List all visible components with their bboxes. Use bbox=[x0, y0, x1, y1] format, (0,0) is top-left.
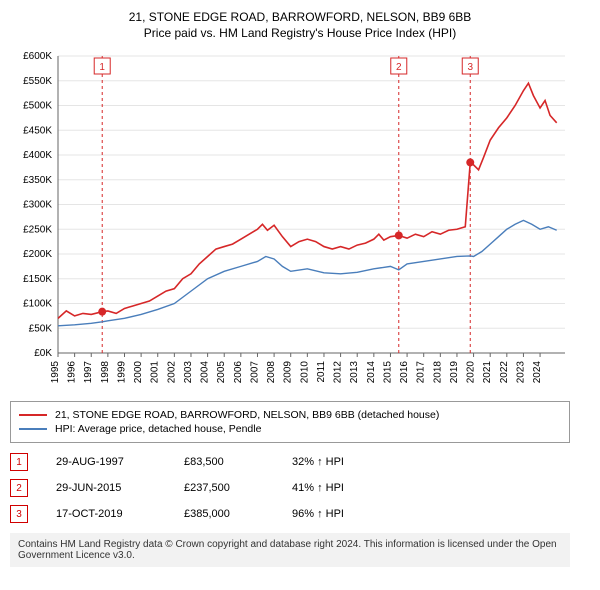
legend-swatch bbox=[19, 414, 47, 416]
sales-table: 1 29-AUG-1997 £83,500 32% ↑ HPI 2 29-JUN-2015… bbox=[10, 449, 590, 527]
svg-text:£0K: £0K bbox=[34, 348, 52, 359]
sale-date: 29-JUN-2015 bbox=[56, 482, 156, 494]
legend-item: 21, STONE EDGE ROAD, BARROWFORD, NELSON,… bbox=[19, 408, 561, 422]
svg-text:2015: 2015 bbox=[382, 361, 393, 384]
svg-text:2017: 2017 bbox=[416, 361, 427, 384]
svg-text:£350K: £350K bbox=[23, 175, 52, 186]
svg-text:1999: 1999 bbox=[116, 361, 127, 384]
sale-row: 1 29-AUG-1997 £83,500 32% ↑ HPI bbox=[10, 449, 590, 475]
svg-text:2012: 2012 bbox=[333, 361, 344, 384]
legend-item: HPI: Average price, detached house, Pend… bbox=[19, 422, 561, 436]
svg-text:2005: 2005 bbox=[216, 361, 227, 384]
price-chart: £0K £50K £100K £150K £200K £250K £300K £350K £40… bbox=[10, 48, 590, 393]
svg-text:2013: 2013 bbox=[349, 361, 360, 384]
svg-text:2008: 2008 bbox=[266, 361, 277, 384]
sale-badge: 1 bbox=[10, 453, 28, 471]
series-hpi bbox=[58, 220, 557, 325]
legend-swatch bbox=[19, 428, 47, 430]
sale-date: 17-OCT-2019 bbox=[56, 508, 156, 520]
svg-text:1995: 1995 bbox=[50, 361, 61, 384]
svg-text:2022: 2022 bbox=[499, 361, 510, 384]
sale-delta: 32% ↑ HPI bbox=[292, 456, 344, 468]
svg-text:2024: 2024 bbox=[532, 361, 543, 384]
svg-text:2000: 2000 bbox=[133, 361, 144, 384]
svg-text:£450K: £450K bbox=[23, 125, 52, 136]
svg-text:£150K: £150K bbox=[23, 274, 52, 285]
page-subtitle: Price paid vs. HM Land Registry's House … bbox=[10, 26, 590, 40]
legend: 21, STONE EDGE ROAD, BARROWFORD, NELSON,… bbox=[10, 401, 570, 443]
svg-text:2001: 2001 bbox=[150, 361, 161, 384]
svg-text:£300K: £300K bbox=[23, 200, 52, 211]
svg-text:2014: 2014 bbox=[366, 361, 377, 384]
chart-svg: £0K £50K £100K £150K £200K £250K £300K £350K £40… bbox=[10, 48, 570, 393]
svg-text:2010: 2010 bbox=[299, 361, 310, 384]
svg-text:2018: 2018 bbox=[432, 361, 443, 384]
sale-date: 29-AUG-1997 bbox=[56, 456, 156, 468]
sale-price: £385,000 bbox=[184, 508, 264, 520]
svg-text:2004: 2004 bbox=[200, 361, 211, 384]
svg-text:£500K: £500K bbox=[23, 101, 52, 112]
svg-text:£50K: £50K bbox=[29, 323, 53, 334]
sale-price: £237,500 bbox=[184, 482, 264, 494]
svg-text:2: 2 bbox=[396, 62, 402, 73]
svg-text:2011: 2011 bbox=[316, 361, 327, 383]
svg-text:2006: 2006 bbox=[233, 361, 244, 384]
sale-delta: 96% ↑ HPI bbox=[292, 508, 344, 520]
legend-label: HPI: Average price, detached house, Pend… bbox=[55, 423, 261, 435]
sale-row: 3 17-OCT-2019 £385,000 96% ↑ HPI bbox=[10, 501, 590, 527]
svg-text:2021: 2021 bbox=[482, 361, 493, 384]
svg-text:1998: 1998 bbox=[100, 361, 111, 384]
svg-text:2002: 2002 bbox=[166, 361, 177, 384]
svg-text:2023: 2023 bbox=[515, 361, 526, 384]
footer-attribution: Contains HM Land Registry data © Crown c… bbox=[10, 533, 570, 567]
page-title-address: 21, STONE EDGE ROAD, BARROWFORD, NELSON,… bbox=[10, 10, 590, 24]
svg-text:£400K: £400K bbox=[23, 150, 52, 161]
svg-text:£100K: £100K bbox=[23, 299, 52, 310]
svg-text:1996: 1996 bbox=[67, 361, 78, 384]
sale-price: £83,500 bbox=[184, 456, 264, 468]
svg-text:1: 1 bbox=[99, 62, 105, 73]
series-property bbox=[58, 83, 557, 318]
svg-text:£200K: £200K bbox=[23, 249, 52, 260]
svg-text:2019: 2019 bbox=[449, 361, 460, 384]
sale-row: 2 29-JUN-2015 £237,500 41% ↑ HPI bbox=[10, 475, 590, 501]
svg-text:£250K: £250K bbox=[23, 224, 52, 235]
svg-text:1997: 1997 bbox=[83, 361, 94, 384]
sale-badge: 2 bbox=[10, 479, 28, 497]
svg-text:2020: 2020 bbox=[466, 361, 477, 384]
svg-text:2007: 2007 bbox=[249, 361, 260, 384]
svg-text:£550K: £550K bbox=[23, 76, 52, 87]
svg-text:3: 3 bbox=[467, 62, 473, 73]
sale-badge: 3 bbox=[10, 505, 28, 523]
svg-text:2009: 2009 bbox=[283, 361, 294, 384]
svg-text:£600K: £600K bbox=[23, 51, 52, 62]
svg-text:2016: 2016 bbox=[399, 361, 410, 384]
legend-label: 21, STONE EDGE ROAD, BARROWFORD, NELSON,… bbox=[55, 409, 439, 421]
sale-delta: 41% ↑ HPI bbox=[292, 482, 344, 494]
svg-text:2003: 2003 bbox=[183, 361, 194, 384]
